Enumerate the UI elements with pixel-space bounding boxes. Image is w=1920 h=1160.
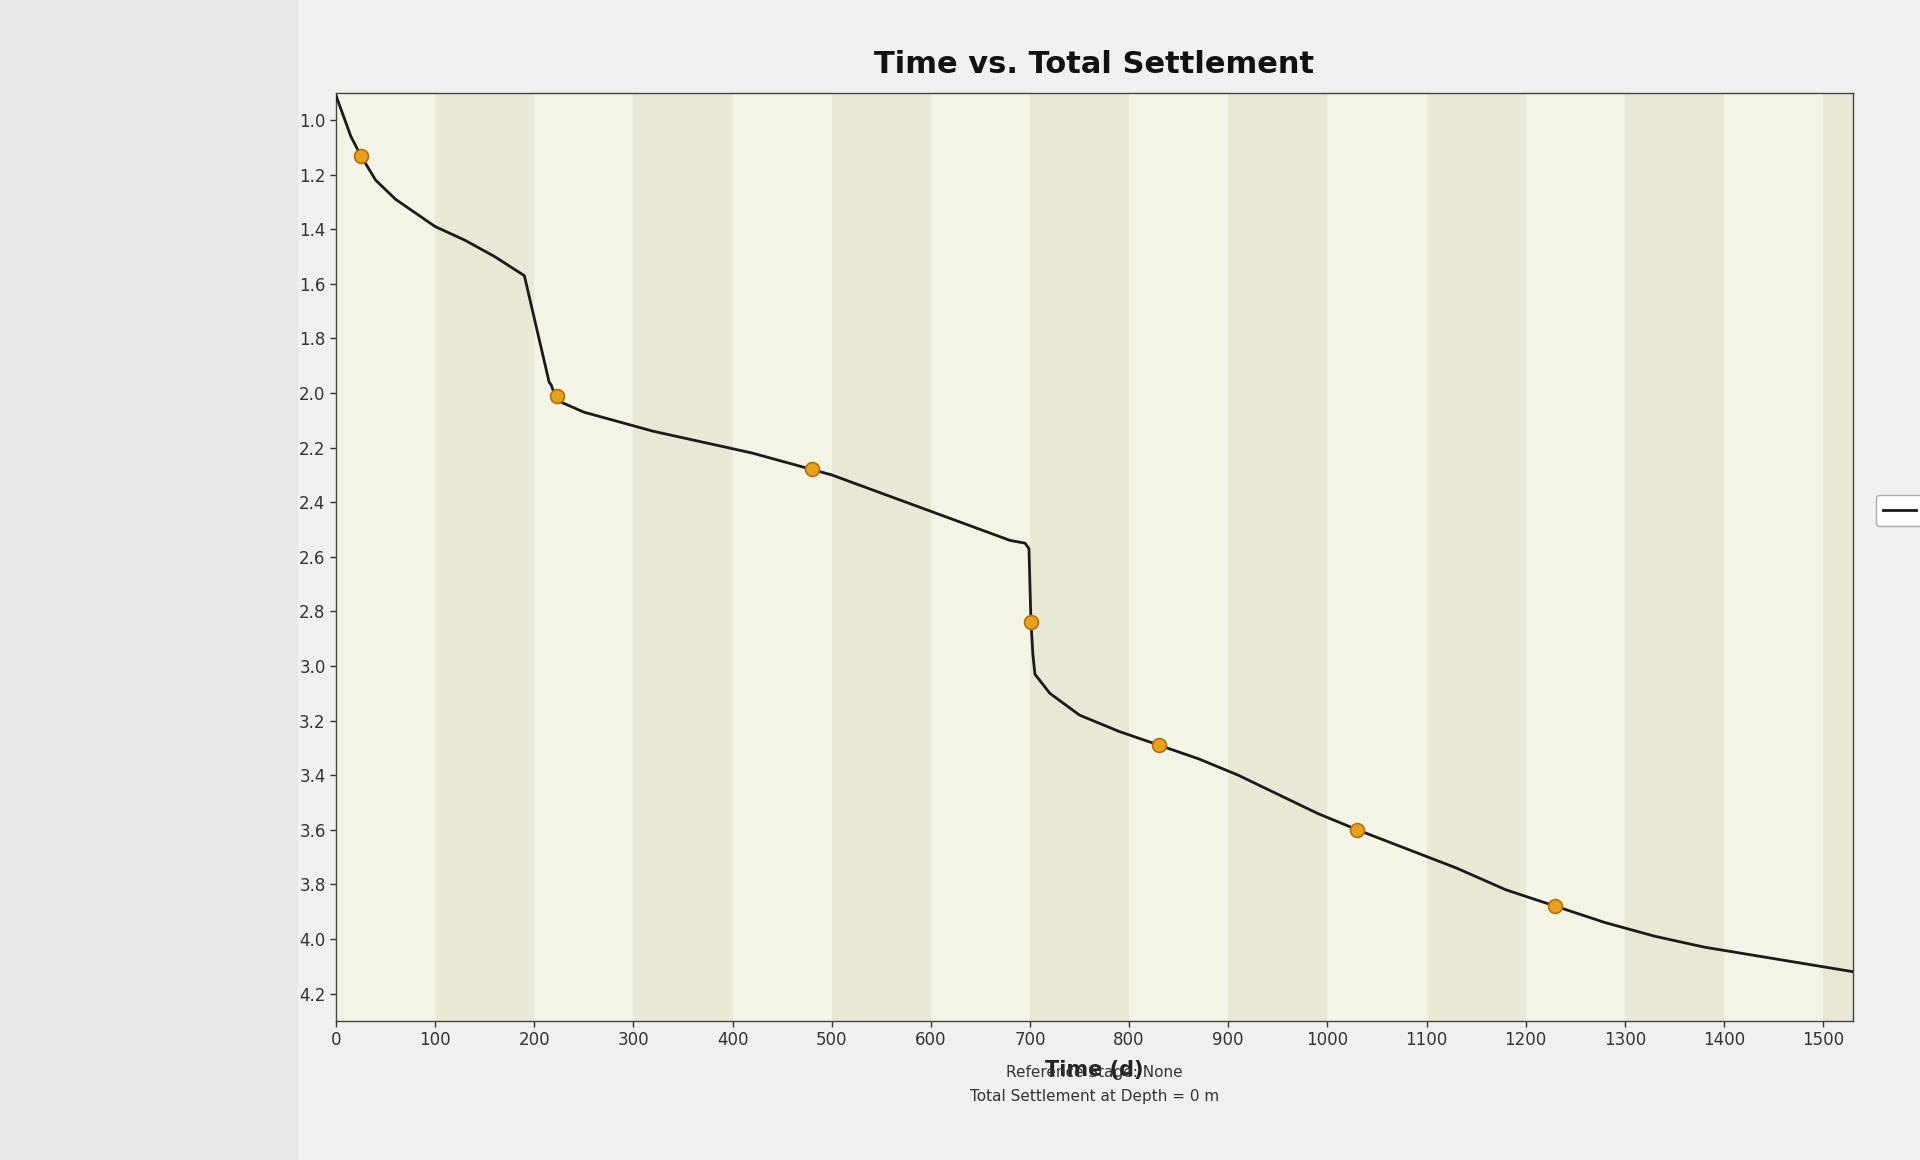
Bar xyxy=(931,93,1029,1021)
Y-axis label: Total Settlement (m): Total Settlement (m) xyxy=(269,435,288,679)
Bar xyxy=(534,93,634,1021)
Point xyxy=(346,146,376,165)
Point xyxy=(1144,735,1175,754)
Bar xyxy=(1029,93,1129,1021)
X-axis label: Time (d): Time (d) xyxy=(1044,1060,1144,1080)
Bar xyxy=(1526,93,1624,1021)
Bar xyxy=(336,93,436,1021)
Bar xyxy=(1129,93,1229,1021)
Title: Time vs. Total Settlement: Time vs. Total Settlement xyxy=(874,50,1315,79)
Text: Total Settlement at Depth = 0 m: Total Settlement at Depth = 0 m xyxy=(970,1089,1219,1103)
Bar xyxy=(1427,93,1526,1021)
Point xyxy=(1342,820,1373,839)
Text: Reference Stage: None: Reference Stage: None xyxy=(1006,1066,1183,1080)
Bar xyxy=(1327,93,1427,1021)
Bar xyxy=(1624,93,1724,1021)
Point xyxy=(541,386,572,405)
Bar xyxy=(436,93,534,1021)
Bar xyxy=(1824,93,1853,1021)
Point xyxy=(797,461,828,479)
Point xyxy=(1016,612,1046,631)
Bar xyxy=(733,93,831,1021)
Bar xyxy=(1724,93,1824,1021)
Bar xyxy=(831,93,931,1021)
Bar xyxy=(1229,93,1327,1021)
Legend: Query Point 1: Query Point 1 xyxy=(1876,494,1920,527)
Bar xyxy=(634,93,733,1021)
Point xyxy=(1540,897,1571,915)
